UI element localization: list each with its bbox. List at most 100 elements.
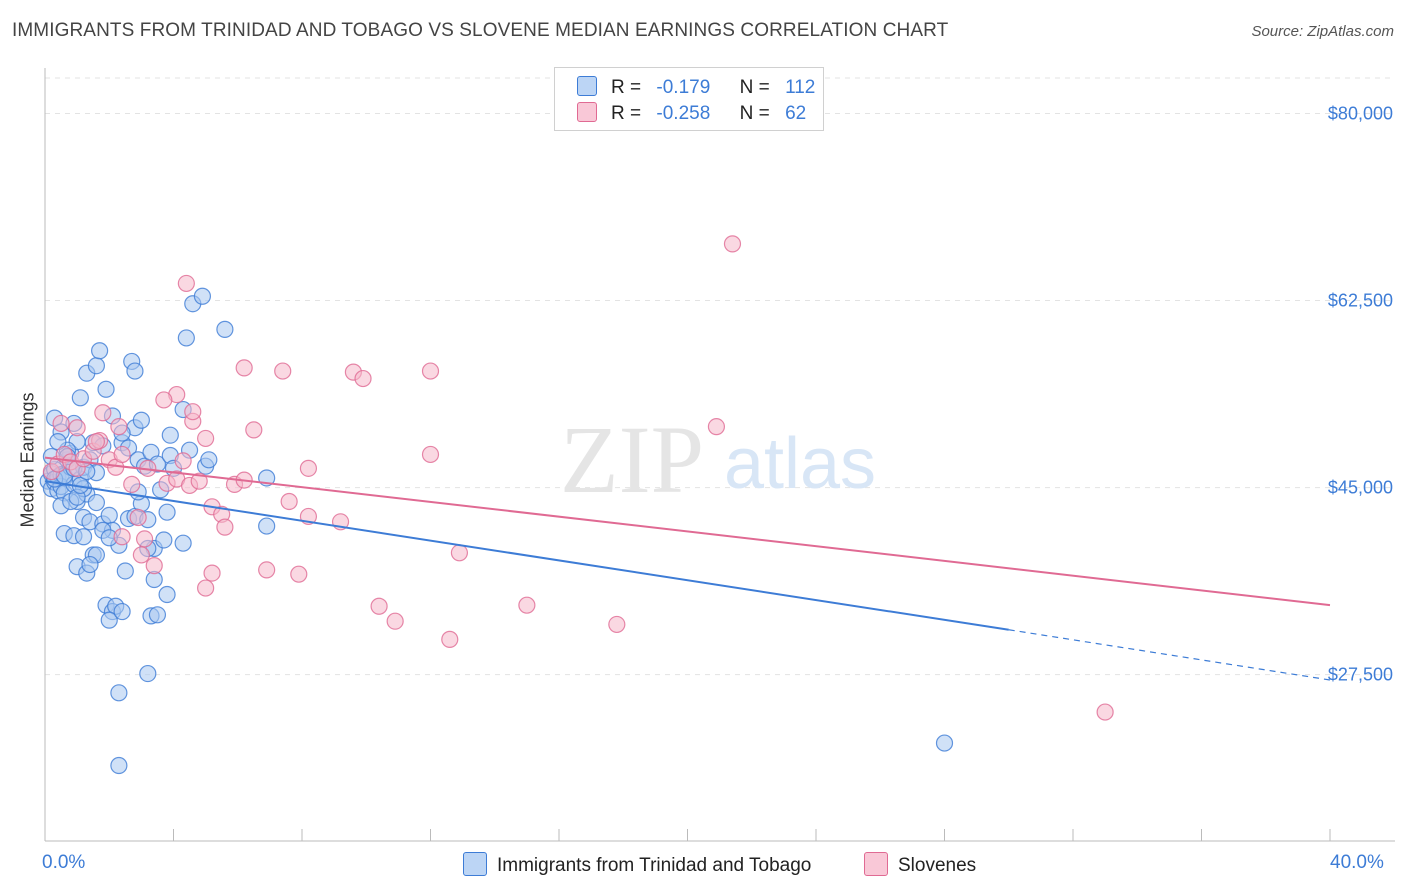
- trend-lines: [44, 456, 1331, 681]
- data-point: [197, 429, 215, 448]
- data-point: [158, 503, 176, 521]
- data-point: [113, 602, 131, 621]
- n-label: N =: [739, 77, 770, 98]
- data-point: [203, 564, 221, 582]
- data-point: [245, 421, 263, 439]
- data-point: [370, 597, 388, 615]
- r-label: R =: [611, 103, 642, 124]
- data-point: [274, 362, 292, 380]
- data-point: [148, 606, 167, 624]
- data-point: [126, 362, 144, 380]
- data-point: [421, 445, 440, 464]
- data-point: [94, 404, 112, 422]
- stats-row-slovenes: R = -0.258 N = 62: [577, 102, 806, 126]
- data-point: [155, 531, 173, 549]
- data-point: [135, 530, 154, 548]
- data-point: [110, 684, 128, 702]
- data-point: [258, 561, 276, 579]
- stats-row-trinidad: R = -0.179 N = 112: [577, 76, 815, 100]
- legend-label: Immigrants from Trinidad and Tobago: [497, 855, 812, 876]
- r-value: -0.179: [656, 77, 711, 98]
- n-value: 112: [785, 77, 816, 98]
- y-tick-label: $80,000: [1328, 103, 1393, 123]
- x-tick-max: 40.0%: [1330, 852, 1384, 873]
- legend-swatch-pink: [577, 102, 597, 122]
- data-point: [608, 615, 626, 634]
- axes: [44, 68, 1395, 842]
- data-point: [87, 493, 106, 512]
- data-point: [258, 517, 276, 535]
- data-point: [123, 475, 141, 493]
- data-point: [290, 565, 308, 583]
- legend-item-trinidad: Immigrants from Trinidad and Tobago: [463, 852, 811, 877]
- data-point: [129, 508, 147, 527]
- r-label: R =: [611, 77, 642, 98]
- data-point: [100, 506, 118, 524]
- trend-line-trinidad-extrapolated: [1008, 629, 1331, 681]
- x-tick-min: 0.0%: [42, 852, 86, 873]
- data-point: [100, 611, 118, 629]
- data-point: [707, 418, 726, 436]
- data-point: [113, 528, 131, 546]
- r-value: -0.258: [656, 103, 711, 124]
- data-point: [68, 419, 86, 437]
- data-point: [518, 596, 536, 614]
- legend-swatch-pink: [864, 852, 888, 876]
- y-tick-label: $45,000: [1328, 478, 1393, 498]
- data-point: [174, 452, 192, 470]
- legend-item-slovenes: Slovenes: [864, 852, 976, 877]
- data-point: [177, 274, 195, 293]
- y-tick-label: $27,500: [1328, 665, 1393, 685]
- data-point: [216, 518, 234, 536]
- data-point: [354, 369, 372, 388]
- data-point: [139, 664, 157, 683]
- legend-label: Slovenes: [898, 855, 977, 876]
- data-point: [441, 630, 459, 648]
- trend-line-trinidad: [44, 480, 1009, 631]
- data-point: [110, 756, 128, 775]
- data-point: [87, 357, 106, 375]
- chart-title: IMMIGRANTS FROM TRINIDAD AND TOBAGO VS S…: [12, 20, 949, 41]
- data-point: [155, 391, 173, 409]
- data-point: [110, 418, 128, 436]
- data-point: [132, 411, 150, 429]
- watermark: ZIP atlas: [560, 406, 876, 513]
- source-credit: Source: ZipAtlas.com: [1251, 23, 1394, 40]
- watermark-zip: ZIP: [560, 406, 704, 513]
- data-point: [421, 362, 440, 380]
- data-point: [71, 389, 89, 407]
- data-point: [132, 546, 150, 564]
- data-point: [145, 557, 163, 575]
- watermark-atlas: atlas: [724, 424, 876, 504]
- data-point: [174, 534, 192, 552]
- stats-legend: R = -0.179 N = 112 R = -0.258 N = 62: [554, 67, 824, 131]
- data-point: [386, 612, 404, 630]
- data-point: [158, 585, 176, 604]
- data-point: [280, 492, 298, 511]
- n-value: 62: [785, 103, 807, 124]
- data-point: [235, 359, 253, 377]
- y-axis-label: Median Earnings: [17, 392, 38, 528]
- data-point: [91, 342, 109, 360]
- data-point: [184, 403, 202, 421]
- data-point: [113, 445, 131, 464]
- series-slovenes-points: [42, 235, 1114, 721]
- data-point: [87, 433, 106, 451]
- series-trinidad-points: [39, 287, 954, 775]
- n-label: N =: [739, 103, 770, 124]
- data-point: [200, 451, 218, 469]
- data-point: [161, 426, 179, 444]
- data-point: [1096, 703, 1114, 721]
- data-point: [116, 562, 134, 580]
- trend-line-slovenes: [44, 456, 1331, 607]
- y-tick-label: $62,500: [1328, 291, 1393, 311]
- data-point: [52, 414, 70, 433]
- data-point: [723, 235, 742, 253]
- data-point: [81, 555, 99, 574]
- data-point: [190, 472, 208, 490]
- data-point: [97, 380, 115, 398]
- data-point: [299, 459, 318, 477]
- data-point: [197, 579, 215, 597]
- data-point: [193, 287, 212, 305]
